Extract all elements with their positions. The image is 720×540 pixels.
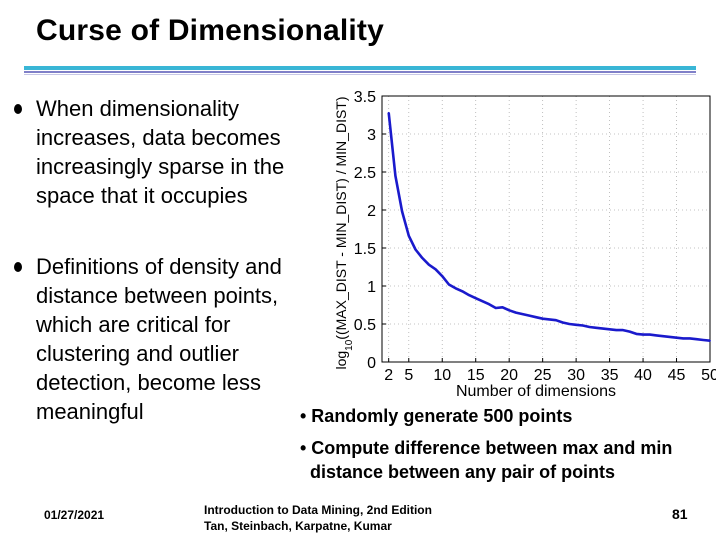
data-point (414, 248, 417, 251)
x-tick-label: 5 (404, 367, 413, 384)
data-point (494, 307, 497, 309)
footer-book-title: Introduction to Data Mining, 2nd Edition (204, 503, 432, 517)
series-line (387, 112, 711, 342)
data-point (521, 313, 524, 316)
data-point (541, 317, 544, 320)
data-point (454, 287, 457, 290)
note-item: • Randomly generate 500 points (300, 406, 573, 426)
slide-title: Curse of Dimensionality (36, 14, 385, 47)
data-point (501, 306, 504, 309)
data-point (648, 333, 651, 336)
data-point (568, 323, 571, 325)
data-point (608, 328, 611, 331)
data-point (474, 297, 477, 300)
data-point (387, 111, 390, 114)
data-point (528, 314, 531, 317)
data-point (481, 300, 484, 303)
y-axis-label-sub: 10 (344, 339, 355, 351)
data-point (548, 318, 551, 321)
data-point (434, 268, 437, 271)
data-point (581, 324, 584, 327)
footer-book-authors: Tan, Steinbach, Karpatne, Kumar (204, 519, 392, 533)
data-point (655, 334, 658, 337)
y-tick-label: 1 (367, 279, 376, 296)
data-point (441, 275, 444, 278)
page-number: 81 (672, 506, 688, 522)
y-tick-label: 0.5 (354, 317, 376, 334)
data-point (615, 329, 618, 331)
data-point (695, 338, 698, 341)
footer-date: 01/27/2021 (44, 508, 105, 522)
data-point (421, 256, 424, 259)
data-point (461, 290, 464, 293)
note-item: • Compute difference between max and min… (300, 438, 673, 482)
y-axis-label-suffix: ((MAX_DIST - MIN_DIST) / MIN_DIST) (333, 96, 349, 339)
title-rule-middle (24, 71, 696, 73)
bullet-list: When dimensionality increases, data beco… (14, 94, 314, 468)
y-tick-label: 3 (367, 127, 376, 144)
x-tick-label: 30 (567, 367, 585, 384)
plot-frame (381, 95, 711, 363)
data-point (689, 337, 691, 340)
x-tick-label: 10 (433, 367, 451, 384)
bullet-text: When dimensionality increases, data beco… (36, 96, 285, 208)
bullet-item: When dimensionality increases, data beco… (14, 94, 314, 210)
data-point (668, 336, 671, 338)
data-point (575, 323, 578, 326)
bullet-dot-icon (14, 262, 22, 272)
y-tick-label: 0 (367, 355, 376, 372)
notes: • Randomly generate 500 points • Compute… (300, 404, 710, 492)
title-rule-top (24, 66, 696, 70)
y-tick-label: 1.5 (354, 241, 376, 258)
title-rule-bottom (24, 74, 696, 75)
data-point (709, 339, 711, 342)
data-point (407, 234, 410, 237)
data-point (448, 283, 450, 286)
bullet-item: Definitions of density and distance betw… (14, 252, 314, 426)
data-point (635, 332, 638, 335)
y-tick-label: 3.5 (354, 89, 376, 106)
data-point (588, 326, 591, 328)
data-point (508, 309, 511, 312)
x-tick-label: 15 (467, 367, 485, 384)
bullet-text: Definitions of density and distance betw… (36, 254, 282, 424)
data-point (555, 319, 557, 322)
x-tick-label: 45 (668, 367, 686, 384)
data-point (468, 294, 470, 297)
data-point (702, 339, 705, 341)
x-tick-label: 40 (634, 367, 652, 384)
x-tick-label: 50 (701, 367, 716, 384)
x-axis-label: Number of dimensions (456, 383, 616, 400)
data-point (401, 210, 403, 213)
data-point (488, 303, 491, 306)
dimensionality-chart: log10((MAX_DIST - MIN_DIST) / MIN_DIST) … (333, 89, 716, 400)
data-point (662, 335, 665, 338)
bullet-dot-icon (14, 104, 22, 114)
data-point (622, 329, 624, 331)
data-point (682, 337, 685, 340)
data-point (394, 174, 397, 177)
data-point (601, 327, 604, 330)
data-point (595, 326, 598, 329)
y-axis-label: log10((MAX_DIST - MIN_DIST) / MIN_DIST) (333, 96, 355, 369)
data-point (628, 330, 631, 333)
x-tick-label: 2 (384, 367, 393, 384)
data-point (675, 336, 678, 339)
data-point (427, 263, 430, 266)
footer-book: Introduction to Data Mining, 2nd Edition… (204, 502, 432, 534)
data-point (535, 316, 537, 319)
x-tick-label: 20 (500, 367, 518, 384)
data-point (642, 333, 644, 336)
y-axis-label-prefix: log (333, 351, 349, 370)
data-point (561, 321, 564, 324)
x-tick-label: 25 (534, 367, 552, 384)
data-point (514, 311, 517, 314)
y-tick-label: 2.5 (354, 165, 376, 182)
x-tick-label: 35 (601, 367, 619, 384)
y-tick-label: 2 (367, 203, 376, 220)
